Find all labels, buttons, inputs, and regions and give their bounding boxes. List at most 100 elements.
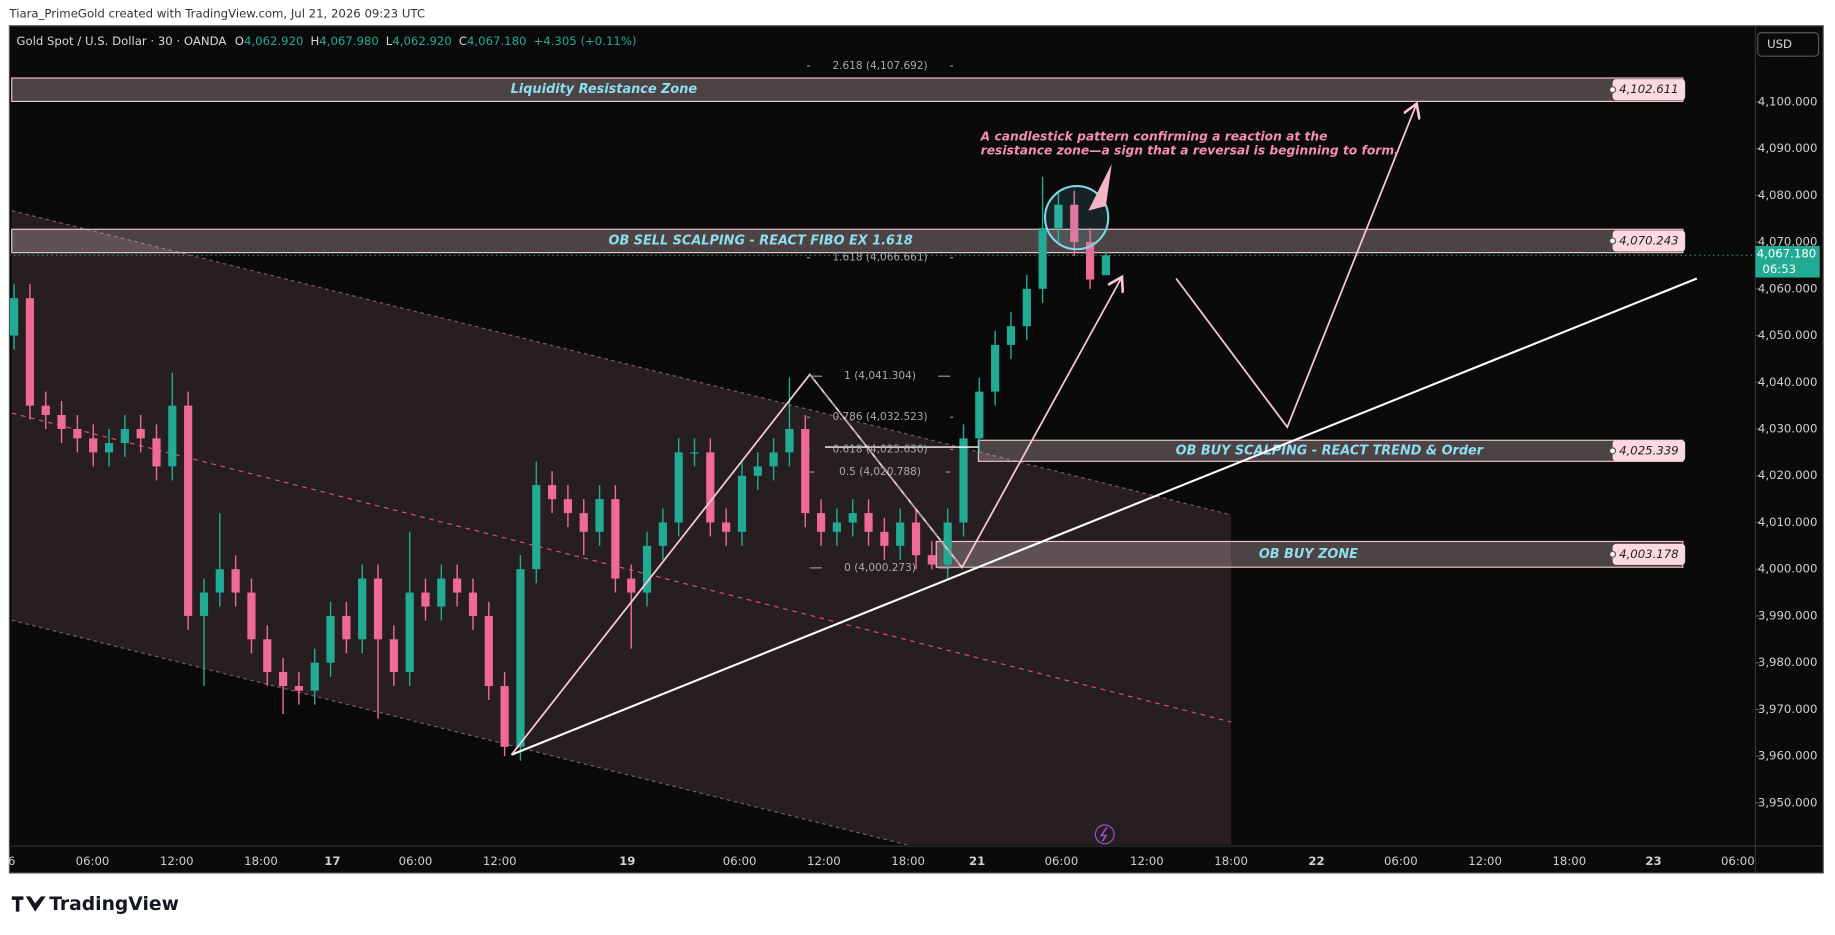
y-tick-label: 3,990.000 — [1758, 608, 1817, 622]
projection-path — [1175, 105, 1416, 429]
x-tick-label: 18:00 — [1552, 854, 1586, 868]
annotation-line: A candlestick pattern confirming a react… — [980, 129, 1328, 143]
fib-label: 1 (4,041.304) — [844, 370, 916, 382]
drawings: 2.618 (4,107.692) 1.618 (4,066.661) 1 (4,0… — [510, 60, 1698, 845]
x-tick-label: 06:00 — [1384, 854, 1418, 868]
ohlc-key: L — [386, 33, 393, 47]
price-tag-dot — [1609, 447, 1617, 455]
highlight-circle — [1044, 185, 1110, 251]
candle-body — [880, 531, 889, 546]
x-tick-label: 18:00 — [891, 854, 925, 868]
y-tick-label: 4,100.000 — [1758, 94, 1817, 108]
legend-line: Gold Spot / U.S. Dollar · 30 · OANDA O4,… — [16, 33, 636, 47]
x-tick-label: 17 — [324, 854, 340, 868]
candle-body — [73, 429, 82, 439]
ohlc-key: H — [310, 33, 319, 47]
candle-body — [991, 344, 1000, 392]
zone-label: OB BUY ZONE — [1259, 547, 1358, 562]
currency[interactable]: USD — [1767, 37, 1792, 51]
change: +4.305 (+0.11%) — [533, 33, 636, 47]
candle-body — [595, 499, 604, 532]
annotation-line: resistance zone—a sign that a reversal i… — [981, 143, 1399, 157]
price-tag — [1612, 543, 1686, 565]
logo-icon — [11, 896, 46, 912]
y-tick-label: 3,960.000 — [1758, 749, 1817, 763]
candle-body — [263, 639, 272, 672]
candle-body — [41, 405, 50, 415]
x-tick-label: 06:00 — [723, 854, 757, 868]
candle-body — [136, 429, 145, 439]
candle-body — [801, 429, 810, 514]
candle-body — [10, 298, 19, 336]
x-tick-label: 12:00 — [807, 854, 841, 868]
price-tag-label: 4,102.611 — [1619, 82, 1678, 96]
y-tick-label: 4,090.000 — [1758, 141, 1817, 155]
candle-body — [421, 592, 430, 607]
candle-body — [627, 578, 636, 593]
plot: Liquidity Resistance Zone OB SELL SCALPIN… — [9, 77, 1756, 845]
y-tick-label: 4,000.000 — [1758, 562, 1817, 576]
candle-body — [247, 592, 256, 640]
ohlc-value: 4,067.980 — [319, 33, 378, 47]
candle-body — [484, 615, 493, 687]
channel-upper — [11, 210, 1232, 516]
price-tag-label: 4,003.178 — [1619, 547, 1678, 561]
candle-body — [816, 513, 826, 532]
y-tick-label: 4,010.000 — [1758, 515, 1817, 529]
y-tick-label: 4,030.000 — [1758, 422, 1817, 436]
ohlc-value: 4,062.920 — [244, 33, 303, 47]
y-tick-label: 3,970.000 — [1758, 702, 1817, 716]
candle-body — [547, 485, 557, 500]
y-tick-label: 3,950.000 — [1758, 795, 1817, 809]
fib-label: 2.618 (4,107.692) — [832, 60, 927, 72]
candle-body — [658, 522, 667, 546]
x-tick-label: 21 — [969, 854, 985, 868]
last-price-tag — [1755, 245, 1820, 278]
price-tag-dot — [1609, 86, 1617, 94]
candle-body — [943, 522, 952, 565]
ohlc-value: 4,062.920 — [392, 33, 451, 47]
candle-body — [278, 671, 288, 687]
candle-body — [1070, 204, 1079, 243]
x-tick-label: 6 — [8, 854, 15, 868]
fib-label: 0.618 (4,025.630) — [832, 443, 927, 455]
x-tick-label: 12:00 — [1130, 854, 1164, 868]
fib-label: 0.786 (4,032.523) — [832, 411, 927, 423]
price-tag-dot — [1609, 550, 1617, 558]
x-tick-label: 06:00 — [399, 854, 433, 868]
candle-body — [1038, 228, 1047, 289]
candle-body — [864, 513, 873, 532]
price-tag — [1612, 230, 1686, 252]
candle-body — [737, 475, 747, 532]
x-tick-label: 22 — [1308, 854, 1324, 868]
candle-body — [975, 391, 984, 439]
credit: Tiara_PrimeGold created with TradingView… — [8, 7, 425, 21]
symbol-title: Gold Spot / U.S. Dollar · 30 · OANDA — [16, 33, 226, 47]
candle-body — [690, 452, 699, 454]
x-tick-label: 19 — [619, 854, 635, 868]
candle-body — [579, 513, 588, 532]
candle-body — [769, 452, 778, 467]
candle-body — [500, 686, 509, 747]
currency-box[interactable] — [1757, 32, 1820, 57]
x-tick-label: 12:00 — [1468, 854, 1502, 868]
candle-body — [405, 592, 414, 672]
candle-body — [389, 639, 398, 672]
ohlc-values: O4,062.920 H4,067.980 L4,062.920 C4,067.180… — [235, 33, 637, 47]
zone-label: Liquidity Resistance Zone — [511, 82, 698, 97]
candle-body — [642, 545, 652, 593]
x-tick-label: 23 — [1645, 854, 1661, 868]
candle-body — [25, 298, 35, 406]
candle-body — [706, 452, 715, 523]
y-tick-label: 4,060.000 — [1758, 281, 1817, 295]
candle-body — [57, 414, 66, 430]
candle-body — [310, 662, 319, 691]
countdown: 06:53 — [1762, 262, 1796, 276]
candle-body — [184, 405, 193, 616]
x-tick-label: 12:00 — [483, 854, 517, 868]
candle-body — [168, 405, 177, 467]
trendline — [511, 277, 1698, 756]
x-tick-label: 12:00 — [160, 854, 194, 868]
candle-body — [1054, 204, 1063, 229]
